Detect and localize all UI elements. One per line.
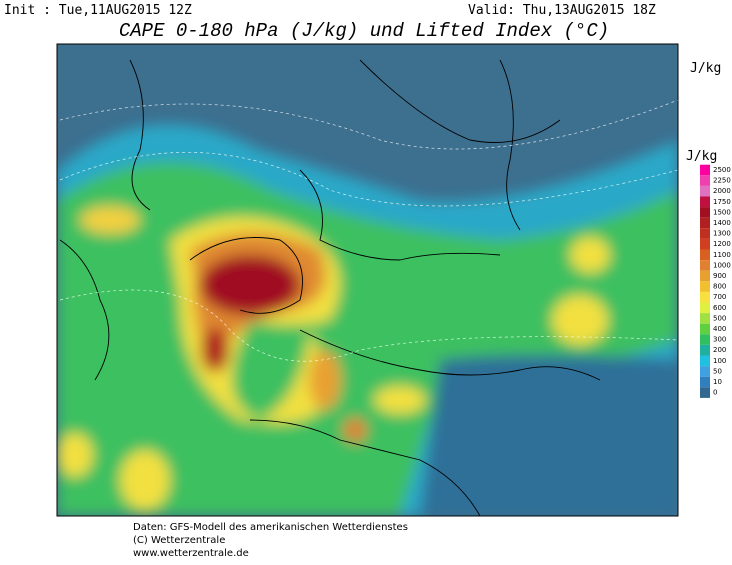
- legend-label: 1500: [713, 208, 731, 216]
- color-swatch: [700, 270, 710, 282]
- color-swatch: [700, 249, 710, 261]
- legend-label: 500: [713, 314, 726, 322]
- legend-label: 1000: [713, 261, 731, 269]
- footer: Daten: GFS-Modell des amerikanischen Wet…: [133, 522, 408, 559]
- color-swatch: [700, 302, 710, 314]
- init-time: Init : Tue,11AUG2015 12Z: [4, 3, 192, 18]
- map-frame: [56, 43, 679, 517]
- valid-time: Valid: Thu,13AUG2015 18Z: [468, 3, 656, 18]
- color-swatch: [700, 196, 710, 208]
- color-swatch: [700, 260, 710, 271]
- legend-label: 1300: [713, 230, 731, 238]
- color-swatch: [700, 291, 710, 303]
- color-swatch: [700, 238, 710, 250]
- legend-label: 2000: [713, 187, 731, 195]
- legend-label: 0: [713, 389, 717, 397]
- color-swatch: [700, 366, 710, 377]
- legend-label: 900: [713, 272, 726, 280]
- unit-label: J/kg: [690, 61, 721, 76]
- map: [57, 44, 678, 516]
- color-swatch: [700, 344, 710, 356]
- legend-label: 600: [713, 304, 726, 312]
- color-swatch: [700, 164, 710, 176]
- legend-label: 700: [713, 293, 726, 301]
- color-swatch: [700, 228, 710, 239]
- color-swatch: [700, 207, 710, 218]
- color-swatch: [700, 313, 710, 324]
- color-swatch: [700, 355, 710, 367]
- map-title: CAPE 0-180 hPa (J/kg) und Lifted Index (…: [119, 20, 609, 42]
- legend-label: 800: [713, 283, 726, 291]
- color-swatch: [700, 323, 710, 335]
- legend-label: 300: [713, 336, 726, 344]
- legend-label: 10: [713, 378, 722, 386]
- footer-line: (C) Wetterzentrale: [133, 535, 225, 546]
- color-swatch: [700, 281, 710, 292]
- footer-line: www.wetterzentrale.de: [133, 548, 249, 559]
- legend-label: 1750: [713, 198, 731, 206]
- footer-line: Daten: GFS-Modell des amerikanischen Wet…: [133, 522, 408, 533]
- color-swatch: [700, 175, 710, 186]
- legend-label: 400: [713, 325, 726, 333]
- legend-label: 2250: [713, 177, 731, 185]
- legend-label: 1200: [713, 240, 731, 248]
- legend-label: 1400: [713, 219, 731, 227]
- color-swatch: [700, 185, 710, 197]
- legend-label: 100: [713, 357, 726, 365]
- legend-unit: J/kg: [686, 149, 717, 164]
- legend-label: 2500: [713, 166, 731, 174]
- colorbar: 2500225020001750150014001300120011001000…: [686, 149, 731, 398]
- legend-label: 1100: [713, 251, 731, 259]
- color-swatch: [700, 334, 710, 345]
- legend-label: 50: [713, 367, 722, 375]
- legend-label: 200: [713, 346, 726, 354]
- color-swatch: [700, 387, 710, 398]
- color-swatch: [700, 376, 710, 388]
- color-swatch: [700, 217, 710, 229]
